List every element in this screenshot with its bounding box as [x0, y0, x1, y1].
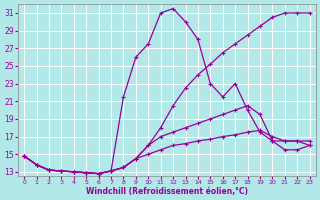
X-axis label: Windchill (Refroidissement éolien,°C): Windchill (Refroidissement éolien,°C): [86, 187, 248, 196]
